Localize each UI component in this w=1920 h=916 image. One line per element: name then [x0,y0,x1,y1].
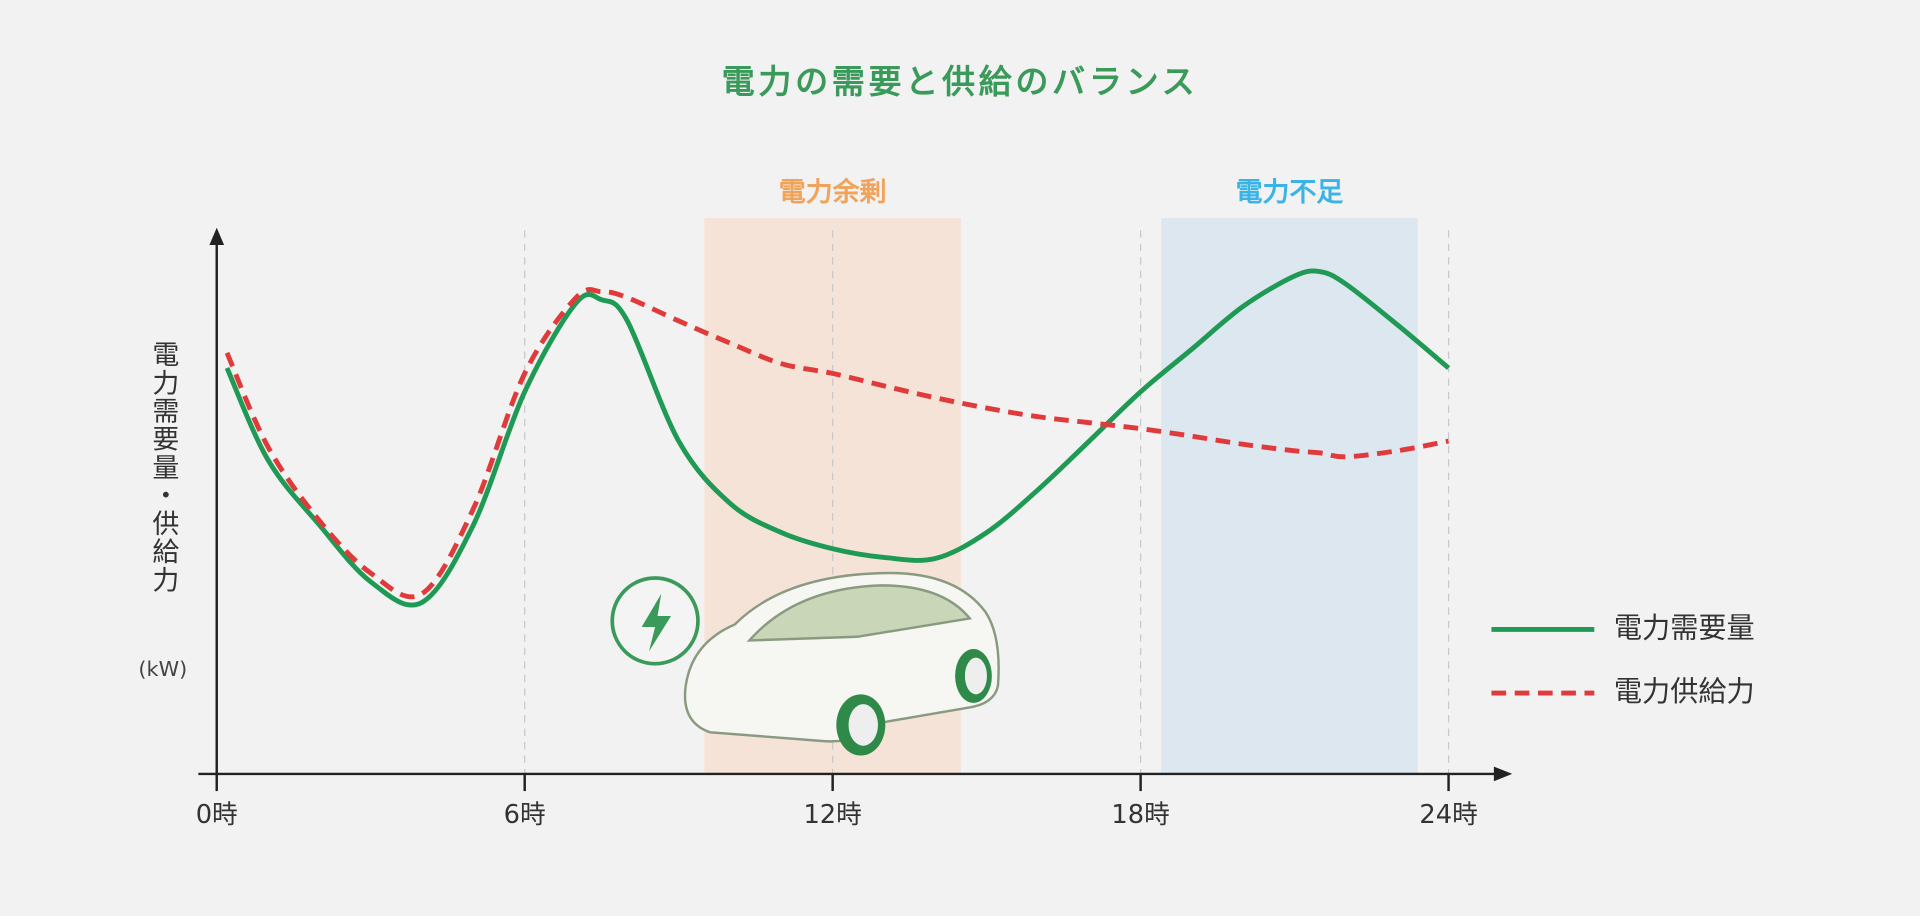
car-hub [848,704,878,746]
annotation-label: 電力不足 [1236,177,1344,208]
grid: 0時 6時 12時 18時 24時 [196,230,1478,830]
series-line [224,287,1450,600]
x-tick-label: 18時 [1111,800,1169,830]
x-tick-label: 6時 [504,800,546,830]
annotation-band [1161,218,1418,774]
annotation-label: 電力余剰 [779,176,887,208]
x-arrow [1493,766,1513,782]
x-tick-label: 0時 [196,800,238,830]
chart-title: 電力の需要と供給のバランス [722,62,1199,101]
bolt [641,593,672,652]
legend-label: 電力供給力 [1614,675,1755,708]
car-hub [964,657,987,695]
y-arrow [209,227,225,245]
y-unit: (kW) [138,657,187,681]
y-axis-label: 電力需要量・供給力 [147,340,178,593]
legend-label: 電力需要量 [1614,611,1755,644]
x-tick-label: 12時 [803,800,861,830]
x-tick-label: 24時 [1419,800,1477,830]
series-line [224,268,1451,608]
car-window [746,584,973,642]
car-illustration [610,571,1000,756]
plot [224,268,1451,608]
axes [198,227,1513,782]
